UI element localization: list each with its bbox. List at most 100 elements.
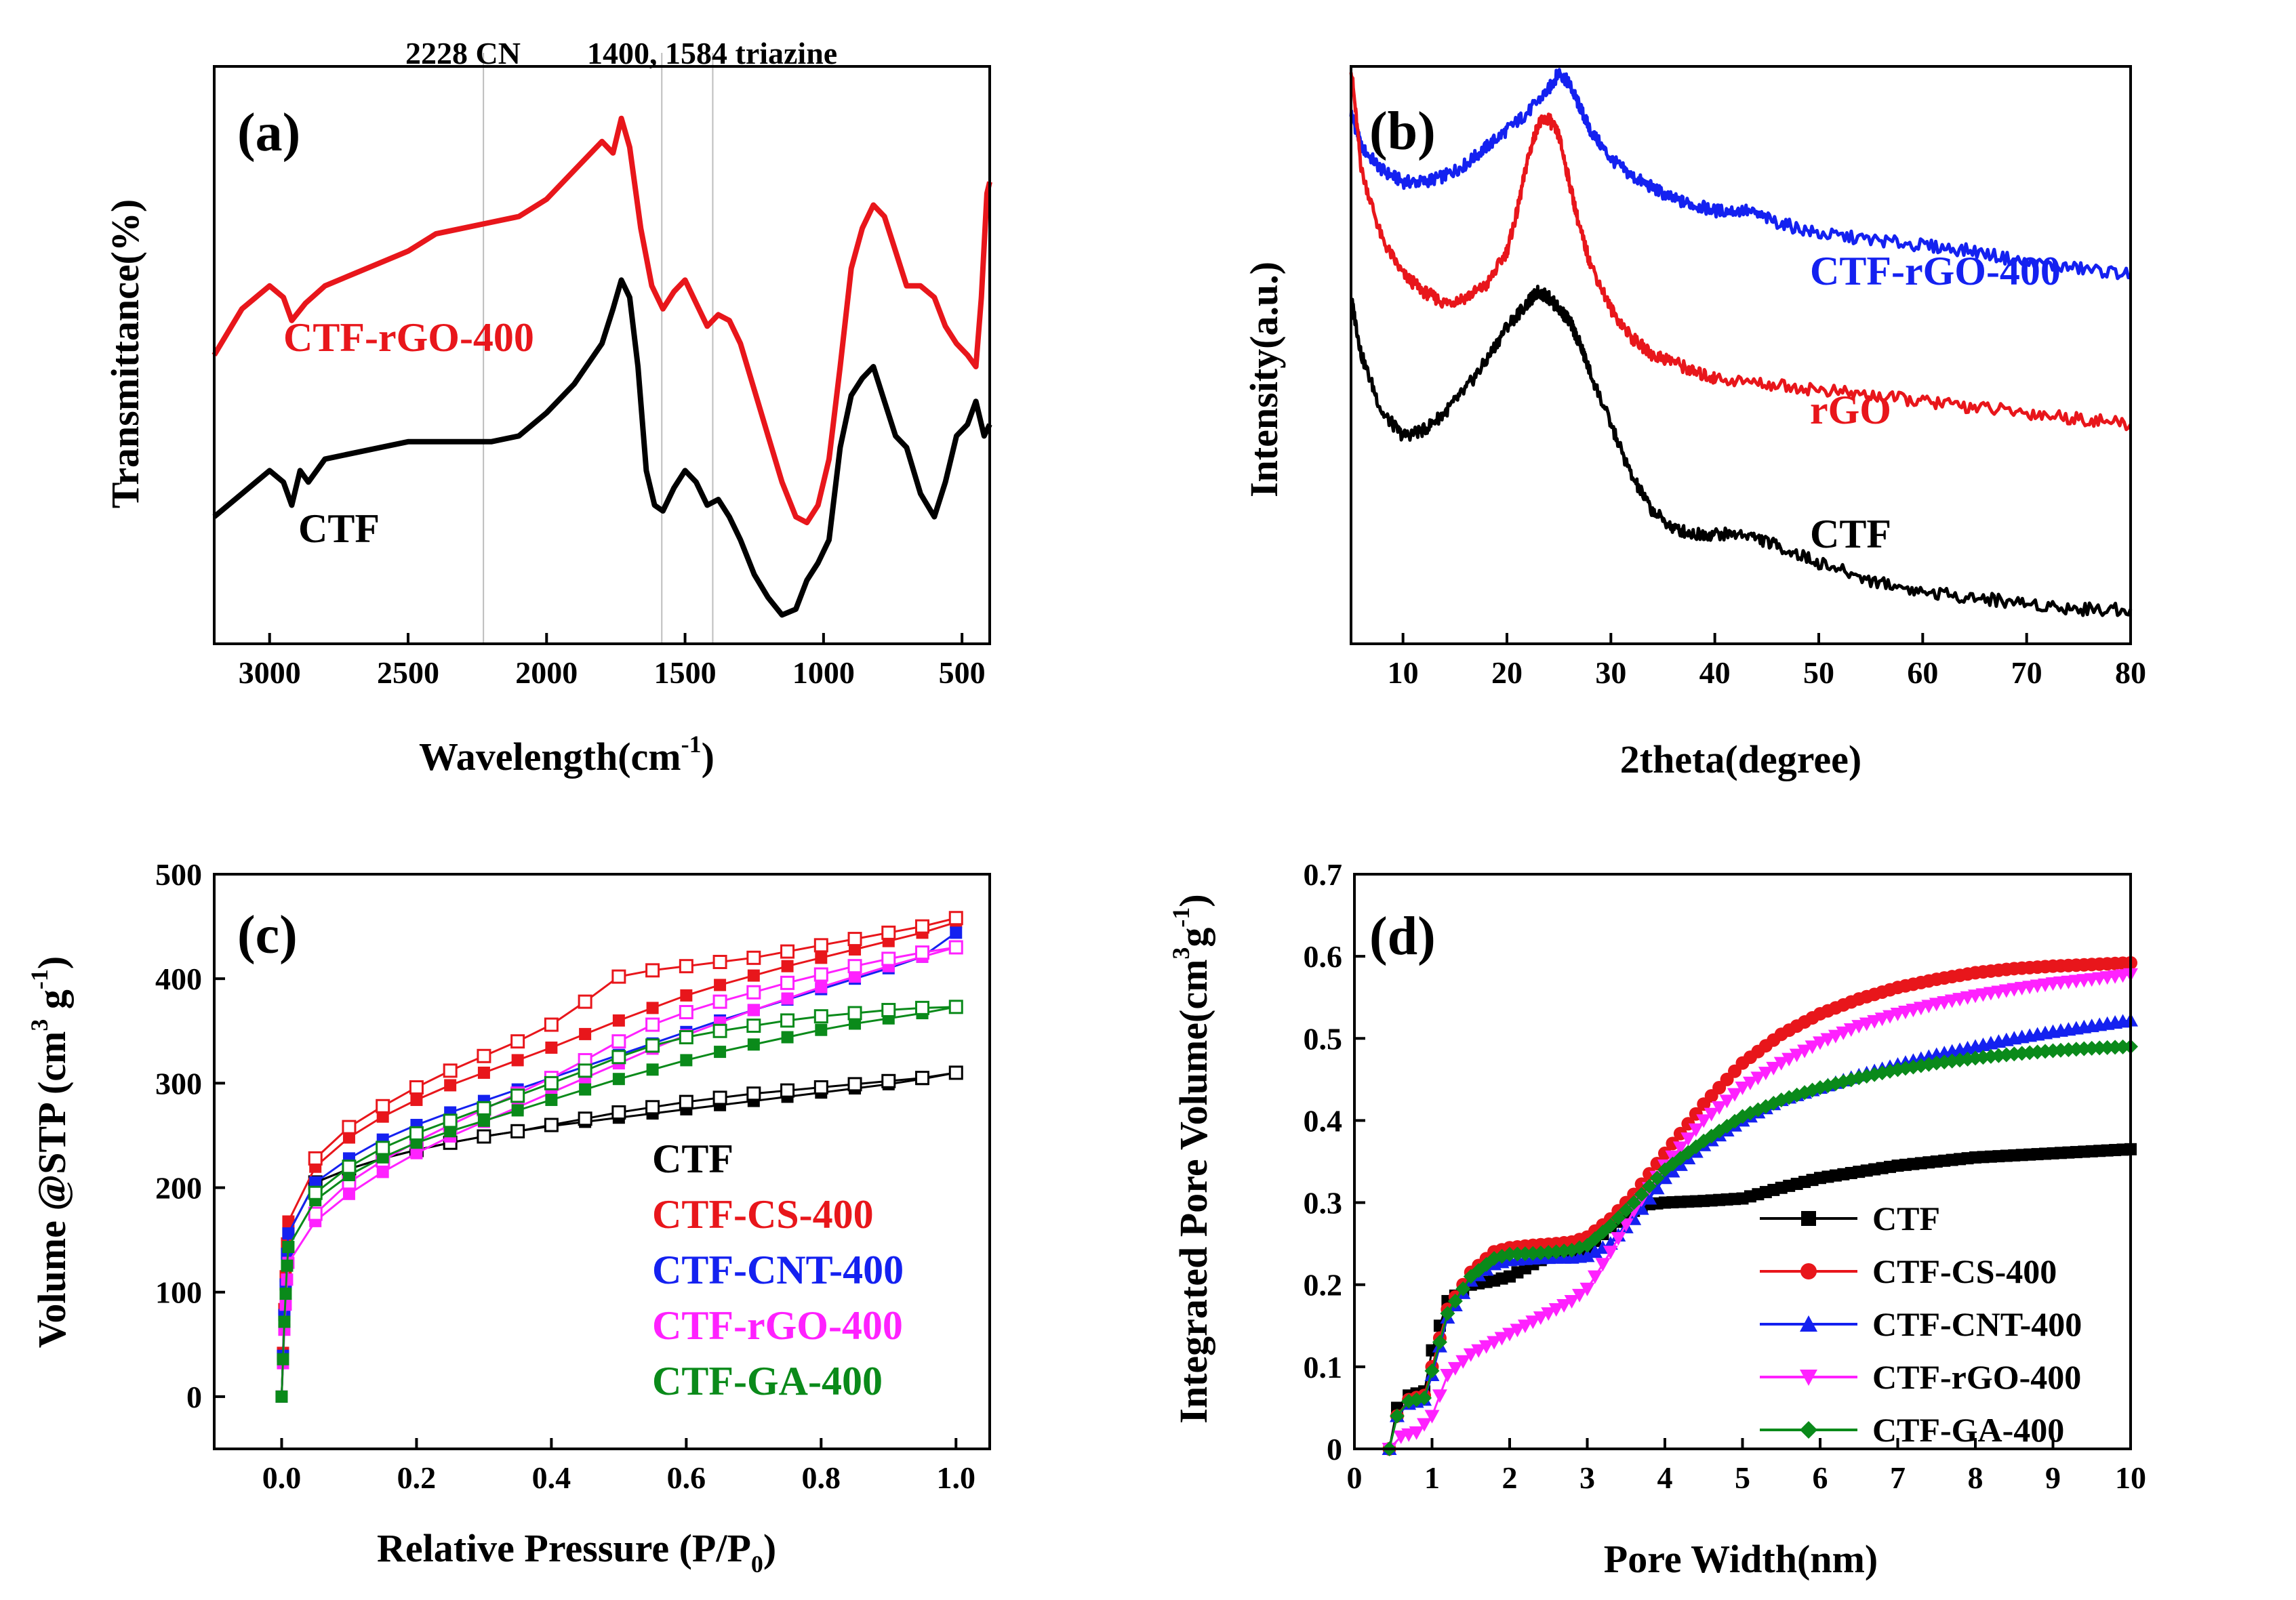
marker-d-ctf-rgo-400 — [1766, 1061, 1781, 1075]
panel-c-ylabel: Volume @STP (cm3 g-1) — [26, 956, 74, 1348]
marker-c-ads-ctf-ga-400 — [278, 1315, 291, 1328]
y-tick-label: 200 — [155, 1171, 202, 1206]
marker-c-ads-ctf-rgo-400 — [747, 1004, 760, 1017]
marker-c-ads-ctf-ga-400 — [444, 1125, 457, 1138]
marker-d-ctf-rgo-400 — [1533, 1311, 1548, 1326]
x-tick-label: 1500 — [654, 655, 717, 690]
legend-d-label-ctf-cs-400: CTF-CS-400 — [1872, 1252, 2057, 1290]
line-b-ctf-rgo-400 — [1349, 68, 2133, 281]
marker-d-ctf-ga-400 — [1634, 1187, 1649, 1202]
marker-d-ctf-rgo-400 — [1805, 1040, 1820, 1054]
marker-c-des-ctf — [712, 1090, 727, 1105]
marker-d-ctf-rgo-400 — [1471, 1344, 1487, 1358]
marker-c-des-ctf-rgo-400 — [881, 951, 896, 966]
marker-c-des-ctf-ga-400 — [544, 1075, 559, 1090]
marker-c-des-ctf-cs-400 — [611, 969, 626, 984]
y-tick-label: 0.7 — [1304, 857, 1343, 892]
marker-c-des-ctf-cs-400 — [813, 938, 828, 953]
marker-c-ads-ctf-rgo-400 — [815, 981, 828, 993]
x-tick-label: 0.2 — [397, 1460, 437, 1495]
panel-c-ticks: 0.0 0.2 0.4 0.6 0.8 1.0 0 100 200 300 400 500 — [155, 857, 975, 1495]
y-tick-label: 100 — [155, 1275, 202, 1310]
marker-d-ctf-cnt-400 — [1579, 1248, 1595, 1263]
marker-c-des-ctf-cs-400 — [679, 959, 693, 974]
marker-c-des-ctf-ga-400 — [679, 1030, 693, 1045]
marker-c-des-ctf-cs-400 — [510, 1034, 525, 1049]
marker-d-ctf-rgo-400 — [1712, 1101, 1727, 1115]
panel-c-label: (c) — [237, 905, 298, 965]
marker-d-ctf-rgo-400 — [1680, 1132, 1696, 1147]
panel-d-ylabel: Integrated Pore Volume(cm3g-1) — [1167, 894, 1215, 1423]
marker-c-ads-ctf-cs-400 — [815, 951, 828, 964]
marker-c-ads-ctf-rgo-400 — [342, 1187, 355, 1200]
marker-c-des-ctf-cs-400 — [915, 919, 930, 934]
y-tick-label: 0.6 — [1304, 939, 1343, 974]
x-tick-label: 80 — [2115, 655, 2146, 690]
marker-d-ctf-cnt-400 — [1634, 1201, 1649, 1215]
marker-d-ctf-ga-400 — [1455, 1281, 1471, 1296]
marker-c-des-ctf-cs-400 — [409, 1080, 424, 1095]
marker-c-ads-ctf-ga-400 — [849, 1017, 862, 1030]
marker-c-ads-ctf-cnt-400 — [282, 1227, 295, 1240]
marker-c-ads-ctf-cnt-400 — [309, 1176, 322, 1189]
marker-c-des-ctf-ga-400 — [948, 1000, 963, 1014]
marker-d-ctf-ga-400 — [1424, 1363, 1440, 1378]
legend-c-ctf-cs-400: CTF-CS-400 — [652, 1192, 874, 1237]
marker-d-ctf-ga-400 — [1618, 1202, 1634, 1218]
marker-c-ads-ctf-ga-400 — [281, 1259, 294, 1272]
panel-a-ftir: 3000 2500 2000 1500 1000 500 (a) 2228 CN 1400… — [103, 36, 992, 779]
x-tick-label: 60 — [1907, 655, 1938, 690]
marker-d-ctf-rgo-400 — [1696, 1114, 1712, 1128]
marker-c-des-ctf-rgo-400 — [308, 1206, 323, 1221]
marker-c-des-ctf-cs-400 — [443, 1063, 458, 1078]
marker-c-des-ctf-rgo-400 — [645, 1017, 660, 1032]
panel-b-label: (b) — [1369, 102, 1436, 161]
marker-c-des-ctf-ga-400 — [611, 1050, 626, 1065]
marker-d-ctf-cnt-400 — [1642, 1191, 1657, 1205]
legend-d-label-ctf: CTF — [1872, 1199, 1940, 1237]
marker-c-des-ctf-cs-400 — [342, 1120, 357, 1134]
marker-c-ads-ctf-cs-400 — [646, 1002, 659, 1014]
marker-c-des-ctf — [611, 1105, 626, 1120]
marker-d-ctf-rgo-400 — [1455, 1355, 1471, 1369]
marker-d-ctf-rgo-400 — [1781, 1052, 1797, 1067]
marker-c-des-ctf-rgo-400 — [847, 959, 862, 974]
marker-c-ads-ctf-cs-400 — [410, 1094, 423, 1107]
marker-d-ctf-rgo-400 — [1836, 1026, 1851, 1040]
panel-c-legend: CTF CTF-CS-400 CTF-CNT-400 CTF-rGO-400 C… — [652, 1136, 904, 1403]
panel-c-xlabel: Relative Pressure (P/P0) — [377, 1526, 776, 1578]
legend-d-marker-ctf-cnt-400 — [1800, 1315, 1817, 1332]
marker-d-ctf-rgo-400 — [1735, 1081, 1750, 1095]
panel-d-legend: CTF CTF-CS-400 CTF-CNT-400 CTF-rGO-400 CTF-G… — [1760, 1199, 2082, 1449]
x-tick-label: 70 — [2011, 655, 2042, 690]
marker-d-ctf-rgo-400 — [1758, 1067, 1773, 1081]
panel-a-ticks: 3000 2500 2000 1500 1000 500 — [239, 633, 986, 690]
panel-a-xlabel: Wavelength(cm-1) — [419, 731, 714, 779]
marker-c-ads-ctf-ga-400 — [282, 1241, 295, 1254]
marker-d-ctf-rgo-400 — [1813, 1036, 1828, 1050]
marker-d-ctf-ga-400 — [1649, 1170, 1665, 1186]
marker-d-ctf-rgo-400 — [1828, 1029, 1843, 1044]
marker-d-ctf-rgo-400 — [1688, 1123, 1704, 1137]
panel-d-xlabel: Pore Width(nm) — [1604, 1537, 1878, 1581]
legend-c-ctf-cnt-400: CTF-CNT-400 — [652, 1248, 904, 1292]
marker-d-ctf-rgo-400 — [1603, 1246, 1618, 1260]
marker-c-des-ctf — [915, 1071, 930, 1086]
marker-d-ctf-rgo-400 — [1564, 1294, 1579, 1309]
x-tick-label: 3000 — [239, 655, 301, 690]
marker-d-ctf-rgo-400 — [1548, 1303, 1564, 1317]
marker-c-des-ctf — [510, 1124, 525, 1139]
marker-d-ctf-rgo-400 — [1409, 1426, 1424, 1440]
marker-c-ads-ctf-cs-400 — [376, 1110, 389, 1123]
panel-a-frame — [213, 65, 991, 645]
line-b-ctf — [1349, 285, 2133, 617]
x-tick-label: 0.4 — [532, 1460, 571, 1495]
marker-c-des-ctf-rgo-400 — [679, 1005, 693, 1020]
marker-d-ctf-ga-400 — [1417, 1390, 1432, 1406]
marker-d-ctf-cnt-400 — [1649, 1181, 1665, 1195]
legend-d-label-ctf-cnt-400: CTF-CNT-400 — [1872, 1305, 2082, 1343]
legend-c-ctf-ga-400: CTF-GA-400 — [652, 1359, 883, 1403]
marker-c-des-ctf-ga-400 — [409, 1126, 424, 1141]
marker-c-ads-ctf-cnt-400 — [950, 926, 963, 939]
